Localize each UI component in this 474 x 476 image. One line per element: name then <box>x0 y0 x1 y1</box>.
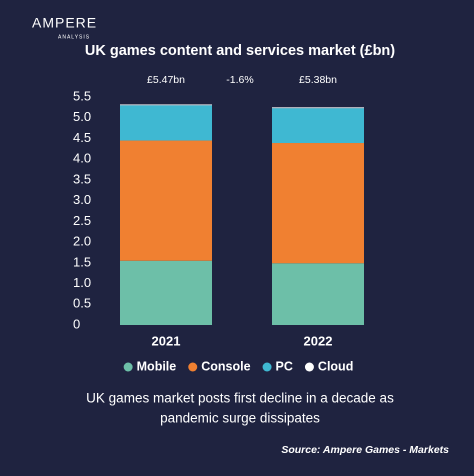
x-tick-label: 2021 <box>152 333 181 348</box>
legend-marker <box>188 362 198 372</box>
logo-sub: ANALYSIS <box>58 34 90 40</box>
annotation: £5.38bn <box>299 74 337 86</box>
legend-label: Cloud <box>318 359 353 373</box>
y-tick-label: 2.5 <box>73 213 91 228</box>
legend-label: PC <box>276 359 293 373</box>
y-tick-label: 4.5 <box>73 130 91 145</box>
y-tick-label: 4.0 <box>73 151 91 166</box>
y-tick-label: 0.5 <box>73 296 91 311</box>
annotation: £5.47bn <box>147 74 185 86</box>
y-tick-label: 3.0 <box>73 192 91 207</box>
legend-marker <box>304 362 314 372</box>
bar-segment <box>272 107 364 109</box>
legend-label: Console <box>201 359 250 373</box>
y-tick-label: 0 <box>73 316 80 331</box>
y-tick-label: 5.0 <box>73 109 91 124</box>
legend-label: Mobile <box>137 359 177 373</box>
bar-segment <box>120 260 212 325</box>
x-tick-label: 2022 <box>304 333 333 348</box>
y-tick-label: 2.0 <box>73 234 91 249</box>
legend-marker <box>123 362 133 372</box>
bar-segment <box>120 140 212 261</box>
bar-segment <box>272 108 364 144</box>
bar-segment <box>272 263 364 325</box>
bar-segment <box>120 105 212 141</box>
chart-title: UK games content and services market (£b… <box>85 43 395 59</box>
bar-segment <box>272 143 364 264</box>
y-tick-label: 1.0 <box>73 275 91 290</box>
subtitle-line: pandemic surge dissipates <box>160 411 320 426</box>
annotation: -1.6% <box>226 74 253 86</box>
y-tick-label: 3.5 <box>73 171 91 186</box>
y-tick-label: 5.5 <box>73 88 91 103</box>
bar-segment <box>120 104 212 106</box>
y-tick-label: 1.5 <box>73 254 91 269</box>
source: Source: Ampere Games - Markets <box>281 444 449 456</box>
logo-name: AMPERE <box>32 15 97 31</box>
legend-marker <box>262 362 272 372</box>
subtitle-line: UK games market posts first decline in a… <box>86 391 394 406</box>
